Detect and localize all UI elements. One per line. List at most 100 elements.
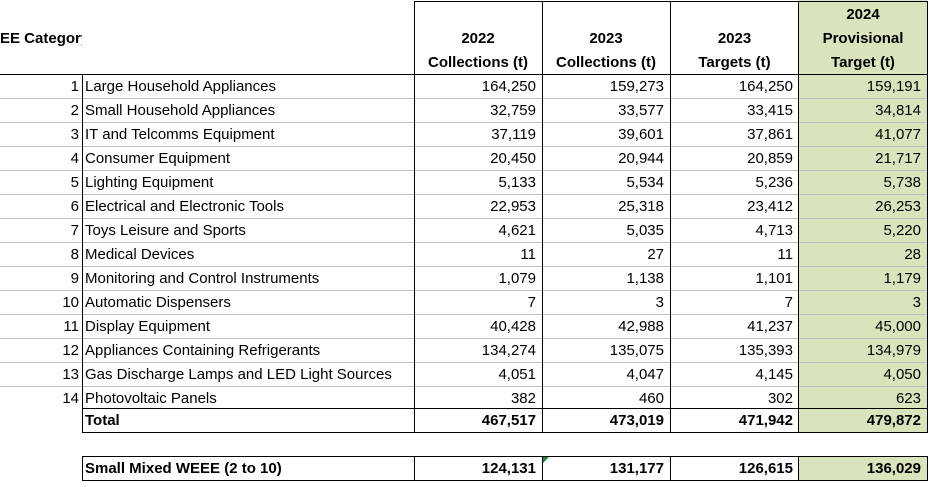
row-2024-target: 5,220 — [883, 221, 921, 239]
row-2022-collections: 20,450 — [490, 149, 536, 167]
row-2024-target: 28 — [904, 245, 921, 263]
header-2022-year: 2022 — [461, 29, 495, 47]
row-separator — [0, 362, 928, 363]
row-number: 11 — [63, 317, 79, 335]
total-2022: 467,517 — [481, 411, 536, 429]
grid-line — [798, 1, 799, 432]
row-number: 4 — [70, 149, 79, 167]
row-2023-collections: 5,035 — [626, 221, 664, 239]
row-2022-collections: 5,133 — [498, 173, 536, 191]
comment-indicator-icon[interactable] — [542, 457, 549, 464]
provisional-column-highlight — [799, 0, 927, 432]
row-2022-collections: 4,051 — [498, 365, 536, 383]
grid-line — [82, 74, 83, 432]
row-category: Toys Leisure and Sports — [85, 221, 246, 239]
row-2023-targets: 4,145 — [755, 365, 793, 383]
row-separator — [0, 122, 928, 123]
row-number: 14 — [62, 389, 79, 407]
row-number: 1 — [70, 77, 79, 95]
row-2023-targets: 41,237 — [747, 317, 793, 335]
row-2023-targets: 164,250 — [738, 77, 793, 95]
grid-line — [927, 1, 928, 432]
summary-2024-target: 136,029 — [866, 459, 921, 477]
row-2023-collections: 1,138 — [626, 269, 664, 287]
header-2023c-label: Collections (t) — [556, 53, 656, 71]
row-2023-targets: 302 — [767, 389, 793, 407]
row-category: Small Household Appliances — [85, 101, 276, 119]
row-category: IT and Telcomms Equipment — [85, 125, 275, 143]
row-separator — [0, 194, 928, 195]
row-2024-target: 34,814 — [875, 101, 921, 119]
header-2023t-label: Targets (t) — [698, 53, 771, 71]
row-2023-collections: 5,534 — [626, 173, 664, 191]
row-number: 13 — [62, 365, 79, 383]
row-separator — [0, 98, 928, 99]
grid-line — [414, 1, 415, 432]
row-separator — [0, 386, 928, 387]
row-2024-target: 159,191 — [866, 77, 921, 95]
row-2024-target: 134,979 — [866, 341, 921, 359]
summary-label: Small Mixed WEEE (2 to 10) — [85, 459, 282, 477]
row-2023-collections: 4,047 — [626, 365, 664, 383]
row-2022-collections: 40,428 — [490, 317, 536, 335]
row-2023-targets: 11 — [777, 245, 793, 263]
grid-line — [670, 456, 671, 481]
grid-line — [82, 432, 928, 433]
grid-line — [542, 1, 543, 432]
grid-line — [82, 408, 928, 409]
row-2023-collections: 42,988 — [618, 317, 664, 335]
row-separator — [0, 266, 928, 267]
row-number: 10 — [62, 293, 79, 311]
summary-highlight — [799, 456, 927, 480]
total-2023-collections: 473,019 — [609, 411, 664, 429]
row-category: Gas Discharge Lamps and LED Light Source… — [85, 365, 392, 383]
row-category: Large Household Appliances — [85, 77, 276, 95]
row-category: Lighting Equipment — [85, 173, 214, 191]
row-2022-collections: 11 — [520, 245, 536, 263]
header-2024-provisional: Provisional — [822, 29, 904, 47]
row-number: 7 — [70, 221, 79, 239]
row-category: Appliances Containing Refrigerants — [85, 341, 321, 359]
row-number: 8 — [70, 245, 79, 263]
row-category: Automatic Dispensers — [85, 293, 231, 311]
row-2023-targets: 20,859 — [747, 149, 793, 167]
row-2022-collections: 37,119 — [491, 125, 536, 143]
grid-line — [82, 456, 83, 481]
total-2023-targets: 471,942 — [738, 411, 793, 429]
row-2022-collections: 134,274 — [481, 341, 536, 359]
grid-line — [927, 456, 928, 481]
row-2023-collections: 460 — [638, 389, 664, 407]
row-separator — [0, 242, 928, 243]
row-2024-target: 45,000 — [875, 317, 921, 335]
row-2023-collections: 25,318 — [618, 197, 664, 215]
row-number: 6 — [70, 197, 79, 215]
header-category: EEE Category — [0, 29, 82, 47]
row-separator — [0, 338, 928, 339]
summary-2023-targets: 126,615 — [738, 459, 793, 477]
grid-line — [670, 1, 671, 432]
grid-line — [414, 456, 415, 481]
row-2022-collections: 32,759 — [490, 101, 536, 119]
row-2024-target: 21,717 — [875, 149, 921, 167]
header-2024-year: 2024 — [846, 5, 880, 23]
row-2023-collections: 20,944 — [618, 149, 664, 167]
row-2024-target: 623 — [895, 389, 921, 407]
row-separator — [0, 170, 928, 171]
row-2024-target: 4,050 — [883, 365, 921, 383]
header-2023t-year: 2023 — [717, 29, 752, 47]
row-number: 2 — [70, 101, 79, 119]
row-separator — [0, 218, 928, 219]
row-2023-targets: 4,713 — [755, 221, 793, 239]
row-2023-targets: 37,861 — [747, 125, 793, 143]
row-2023-targets: 33,415 — [747, 101, 793, 119]
row-2023-collections: 3 — [655, 293, 664, 311]
row-category: Monitoring and Control Instruments — [85, 269, 320, 287]
row-2022-collections: 22,953 — [490, 197, 536, 215]
row-number: 5 — [70, 173, 79, 191]
row-2023-collections: 159,273 — [609, 77, 664, 95]
row-2023-collections: 39,601 — [618, 125, 664, 143]
row-2022-collections: 164,250 — [481, 77, 536, 95]
row-number: 12 — [62, 341, 79, 359]
row-2022-collections: 1,079 — [498, 269, 536, 287]
total-2024-target: 479,872 — [866, 411, 921, 429]
